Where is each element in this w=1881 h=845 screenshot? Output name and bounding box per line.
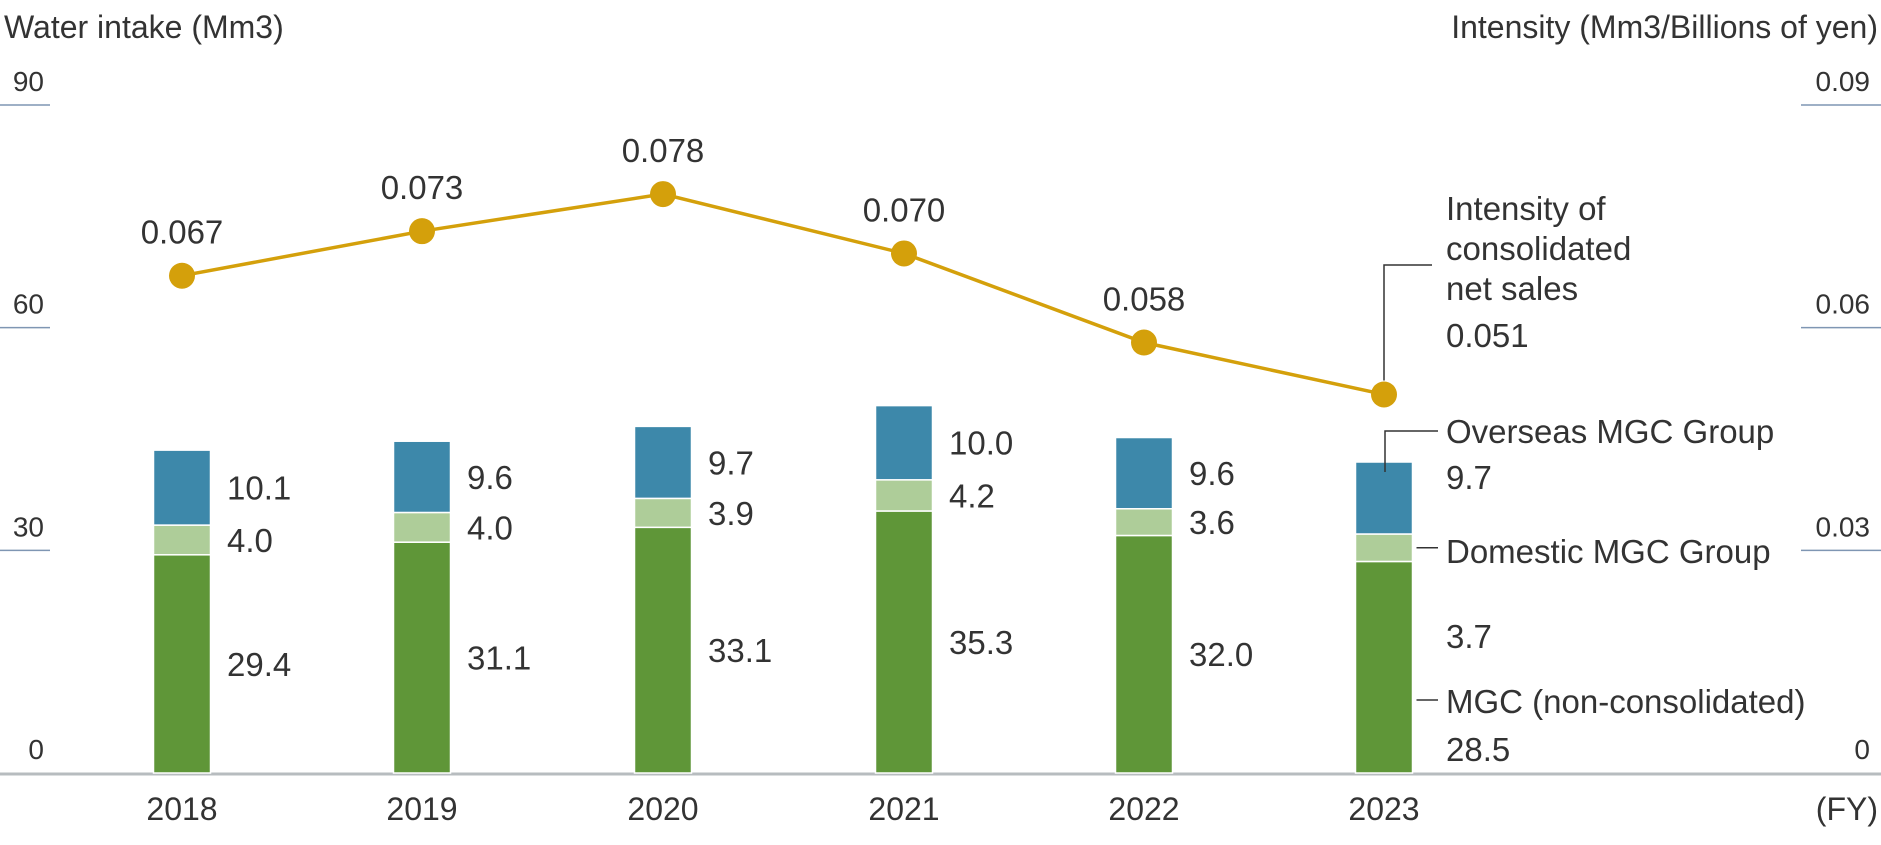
bar-segment (392, 511, 452, 543)
legend-intensity-value: 0.051 (1446, 317, 1529, 354)
intensity-point (1371, 381, 1397, 408)
intensity-point (650, 181, 676, 208)
intensity-line (181, 192, 1385, 397)
bar-segment (392, 541, 452, 774)
x-category-label: 2021 (868, 791, 939, 827)
x-category-label: 2020 (627, 791, 698, 827)
bar-value-label: 10.1 (227, 470, 291, 507)
bar-segment (874, 510, 934, 774)
x-category-label: 2019 (386, 791, 457, 827)
bar-segment (1354, 560, 1414, 774)
x-category-label: 2023 (1348, 791, 1419, 827)
bar-segment (874, 479, 934, 512)
bar-segment (152, 524, 212, 556)
bar-segment (633, 526, 693, 774)
intensity-value-label: 0.073 (381, 169, 464, 206)
right-tick-label: 0.03 (1816, 511, 1871, 542)
bar-segment (633, 497, 693, 529)
left-tick-label: 90 (13, 66, 44, 97)
intensity-value-label: 0.078 (622, 132, 705, 169)
left-tick-label: 60 (13, 289, 44, 320)
legend-mgc-name: MGC (non-consolidated) (1446, 683, 1806, 720)
bar-value-label: 4.0 (467, 509, 513, 546)
intensity-point (169, 262, 195, 289)
bar-segment (152, 449, 212, 526)
legend-leader-line (1383, 264, 1432, 381)
bar-value-label: 32.0 (1189, 636, 1253, 673)
bar-segment (1114, 436, 1174, 510)
legend-intensity-name: Intensity of (1446, 190, 1606, 227)
bar-value-label: 33.1 (708, 632, 772, 669)
right-tick-label: 0.09 (1816, 66, 1871, 97)
x-unit-label: (FY) (1816, 791, 1878, 827)
x-category-label: 2018 (146, 791, 217, 827)
intensity-line-series (169, 181, 1397, 408)
intensity-value-label: 0.067 (141, 214, 224, 251)
bar-value-label: 3.9 (708, 495, 754, 532)
bar-segment (1114, 508, 1174, 537)
intensity-point (409, 218, 435, 245)
bar-value-label: 35.3 (949, 624, 1013, 661)
bar-value-label: 3.6 (1189, 504, 1235, 541)
left-axis-title: Water intake (Mm3) (4, 9, 284, 45)
right-tick-label: 0.06 (1816, 289, 1871, 320)
legend-domestic-value: 3.7 (1446, 618, 1492, 655)
intensity-point (891, 240, 917, 267)
bar-segment (392, 440, 452, 514)
bar-value-label: 9.6 (467, 459, 513, 496)
axes: Water intake (Mm3) Intensity (Mm3/Billion… (0, 9, 1881, 827)
left-tick-label: 30 (13, 511, 44, 542)
bars (152, 404, 1414, 774)
intensity-point (1131, 329, 1157, 356)
bar-value-label: 31.1 (467, 640, 531, 677)
legend-mgc-value: 28.5 (1446, 731, 1510, 768)
bar-segment (633, 425, 693, 500)
bar-value-label: 9.6 (1189, 455, 1235, 492)
bar-segment (1354, 461, 1414, 535)
data-labels: 29.4 4.0 10.1 31.1 4.0 9.6 33.1 3.9 9.7 35.3 4.2 10… (141, 132, 1254, 683)
bar-value-label: 9.7 (708, 444, 754, 481)
legend-overseas-name: Overseas MGC Group (1446, 413, 1774, 450)
legend-domestic-name: Domestic MGC Group (1446, 533, 1771, 570)
legend-intensity-name: consolidated (1446, 230, 1631, 267)
bar-segment (874, 404, 934, 481)
right-tick-label: 0 (1854, 734, 1870, 765)
right-axis-title: Intensity (Mm3/Billions of yen) (1451, 9, 1878, 45)
legend-intensity-name: net sales (1446, 270, 1578, 307)
legend-leader-line (1384, 430, 1438, 473)
bar-segment (152, 554, 212, 774)
left-tick-label: 0 (28, 734, 44, 765)
bar-segment (1114, 534, 1174, 774)
legend-overseas-value: 9.7 (1446, 459, 1492, 496)
intensity-value-label: 0.070 (863, 191, 946, 228)
x-category-label: 2022 (1108, 791, 1179, 827)
bar-value-label: 10.0 (949, 425, 1013, 462)
bar-value-label: 29.4 (227, 646, 291, 683)
intensity-value-label: 0.058 (1103, 281, 1186, 318)
bar-segment (1354, 533, 1414, 563)
bar-value-label: 4.2 (949, 477, 995, 514)
bar-value-label: 4.0 (227, 522, 273, 559)
